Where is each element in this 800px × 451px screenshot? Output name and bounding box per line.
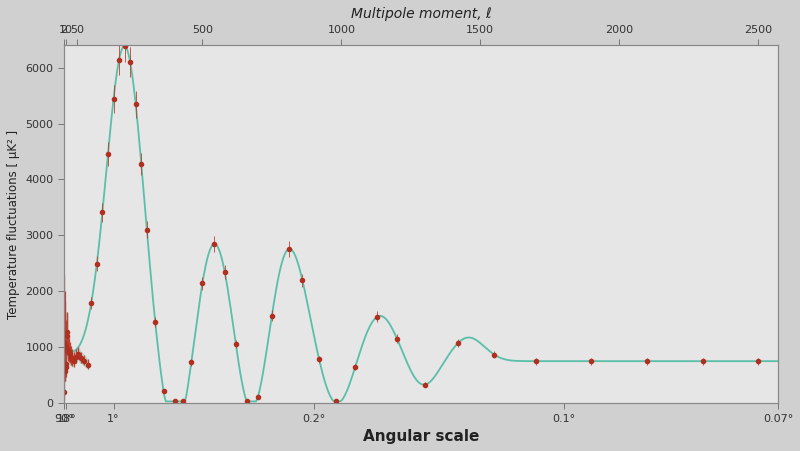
Y-axis label: Temperature fluctuations [ μK² ]: Temperature fluctuations [ μK² ] — [7, 129, 20, 319]
X-axis label: Angular scale: Angular scale — [362, 429, 479, 444]
Polygon shape — [64, 275, 88, 400]
X-axis label: Multipole moment, ℓ: Multipole moment, ℓ — [350, 7, 491, 21]
